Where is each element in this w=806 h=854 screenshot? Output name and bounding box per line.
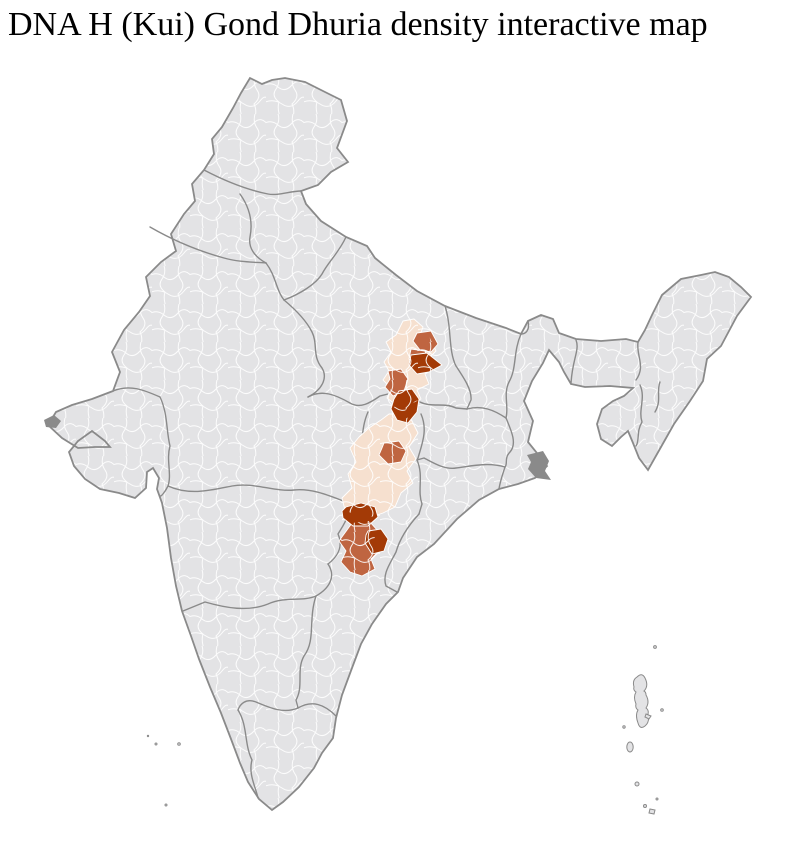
sundarbans-delta: [527, 451, 551, 480]
page-title: DNA H (Kui) Gond Dhuria density interact…: [8, 6, 708, 43]
andaman-islands: [632, 674, 650, 728]
colored-district-mesh: [339, 319, 437, 576]
marsh-areas: [44, 415, 551, 480]
car-nicobar-island: [634, 781, 640, 787]
little-andaman-island: [626, 741, 634, 753]
state-borders: [112, 169, 661, 799]
islands: [146, 645, 664, 815]
lakshadweep-islands: [154, 742, 158, 746]
rann-of-kutch: [44, 415, 61, 428]
island-outlines: [146, 645, 664, 815]
